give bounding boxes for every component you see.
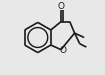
Text: O: O [59,46,66,55]
Text: O: O [57,2,64,11]
